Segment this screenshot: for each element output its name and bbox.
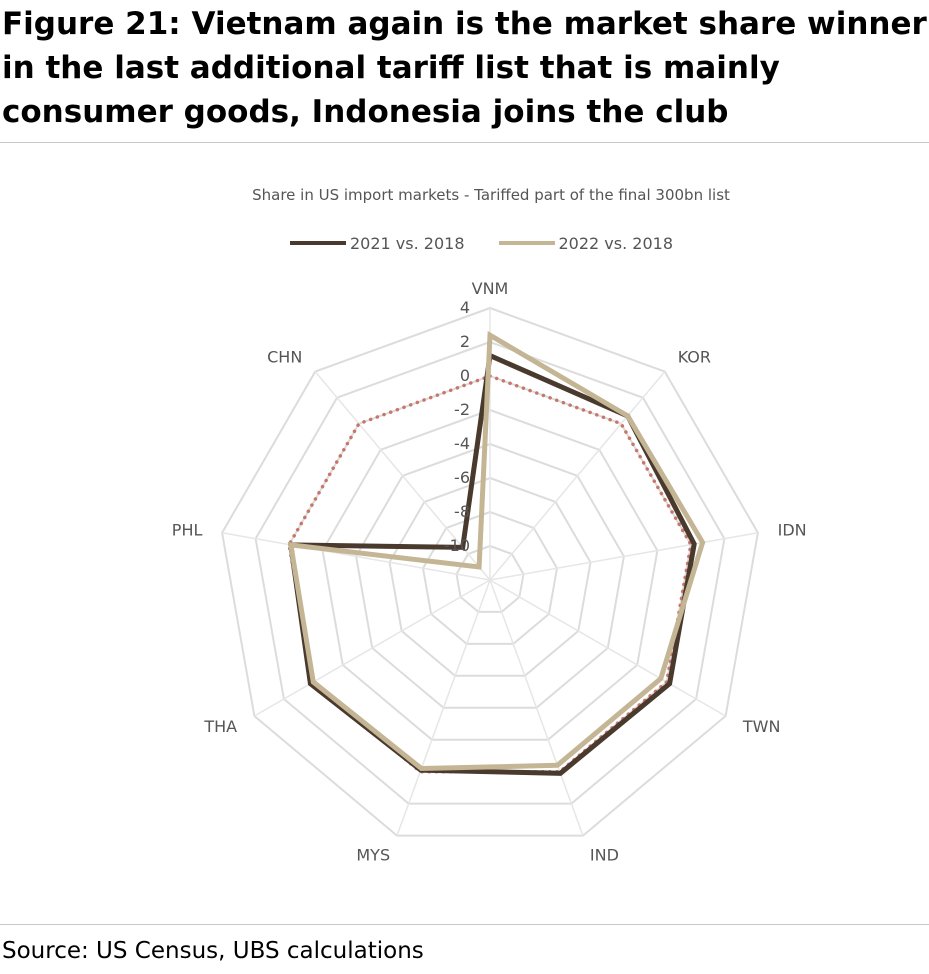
tick-label: -10 — [444, 536, 470, 555]
source-note: Source: US Census, UBS calculations — [2, 938, 424, 964]
tick-label: 2 — [460, 332, 470, 351]
grid-ring — [321, 408, 659, 741]
chart-title: Share in US import markets - Tariffed pa… — [252, 186, 730, 204]
category-label-phl: PHL — [172, 520, 203, 539]
category-label-kor: KOR — [678, 347, 711, 366]
legend-label-2021: 2021 vs. 2018 — [350, 233, 465, 253]
bottom-divider — [0, 924, 929, 925]
legend-item-2021: 2021 vs. 2018 — [290, 234, 465, 253]
series-line-0 — [287, 351, 697, 776]
grid-ring — [254, 340, 726, 805]
grid-spoke — [489, 532, 759, 581]
tick-label: -2 — [454, 400, 470, 419]
tick-label: -8 — [454, 502, 470, 521]
legend-swatch-2021 — [290, 241, 346, 245]
grid-spoke — [489, 579, 726, 717]
tick-label: -6 — [454, 468, 470, 487]
radar-grid — [221, 306, 759, 837]
tick-label: 4 — [460, 298, 470, 317]
series-line-1 — [287, 330, 706, 772]
grid-spoke — [396, 579, 491, 836]
grid-ring — [388, 476, 592, 677]
figure-title: Figure 21: Vietnam again is the market s… — [2, 6, 927, 130]
legend-item-2022: 2022 vs. 2018 — [498, 233, 674, 253]
top-divider — [0, 142, 929, 143]
radar-category-labels: VNM KOR IDN TWN IND MYS THA PHL CHN — [172, 279, 807, 864]
tick-label: -4 — [454, 434, 470, 453]
grid-ring — [221, 306, 759, 837]
grid-spoke — [489, 371, 666, 581]
tick-label: 0 — [460, 366, 470, 385]
grid-spoke — [254, 579, 491, 717]
legend-label-2022: 2022 vs. 2018 — [558, 233, 674, 253]
grid-spoke — [489, 579, 584, 836]
radar-series — [287, 330, 706, 776]
category-label-mys: MYS — [356, 845, 390, 864]
grid-spoke — [221, 532, 491, 581]
category-label-tha: THA — [203, 717, 237, 736]
radar-tick-labels: 4 2 0 -2 -4 -6 -8 -10 — [444, 298, 470, 555]
chart-legend: 2021 vs. 2018 2022 vs. 2018 — [290, 231, 673, 255]
category-label-vnm: VNM — [472, 279, 509, 298]
category-label-idn: IDN — [778, 520, 807, 539]
grid-ring — [355, 442, 625, 709]
category-label-chn: CHN — [267, 347, 302, 366]
legend-swatch-2022 — [498, 241, 555, 245]
category-label-ind: IND — [590, 845, 619, 864]
category-label-twn: TWN — [742, 717, 781, 736]
